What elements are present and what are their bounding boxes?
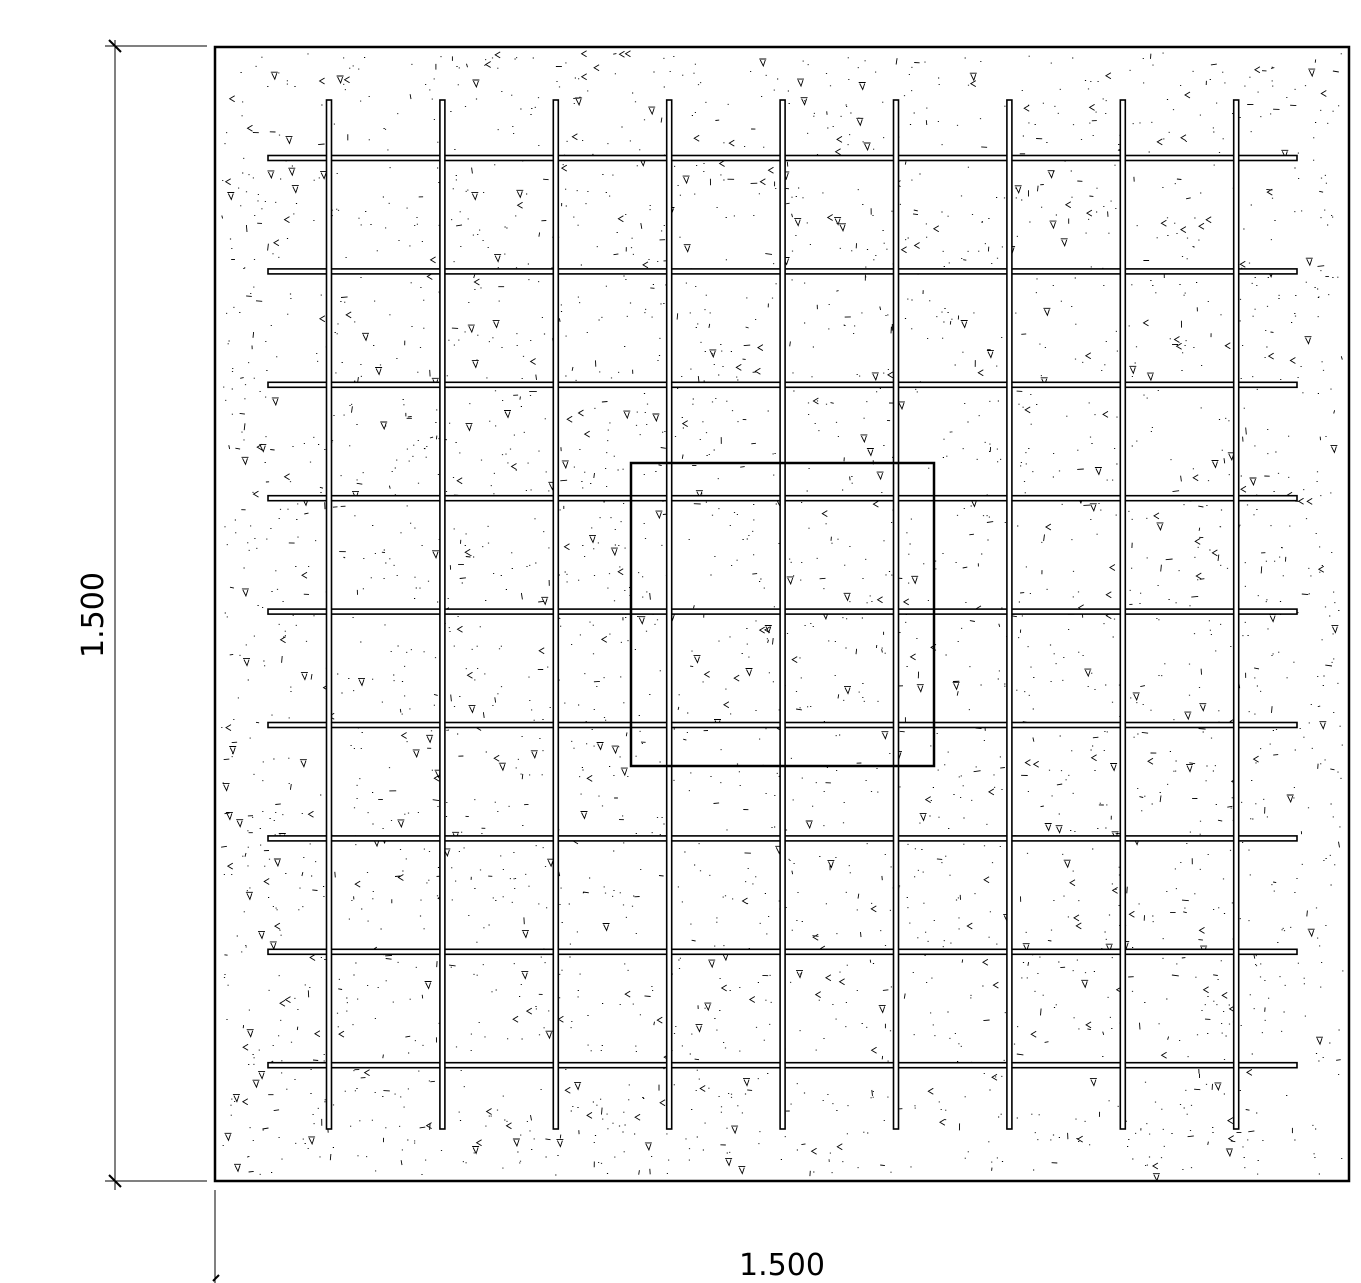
vertical-rebar: [665, 99, 673, 1130]
width-tick-left: [212, 1274, 220, 1282]
vertical-rebar: [439, 99, 446, 1130]
footing-slab-outline: [213, 45, 1351, 1183]
column-outline: [629, 461, 936, 768]
vertical-rebar: [325, 99, 333, 1130]
height-dimension: 1.500: [76, 39, 207, 1190]
vertical-rebar: [1006, 99, 1013, 1130]
width-dimension: 1.500: [212, 1190, 825, 1283]
width-dimension-label: 1.500: [739, 1248, 825, 1283]
height-dimension-label: 1.500: [76, 572, 111, 658]
vertical-rebar: [892, 99, 900, 1130]
height-tick-bottom: [108, 1174, 122, 1188]
vertical-rebar: [552, 99, 560, 1130]
vertical-rebar: [1232, 99, 1240, 1130]
vertical-rebar-group: [325, 99, 1240, 1130]
vertical-rebar: [1119, 99, 1127, 1130]
vertical-rebar: [779, 99, 786, 1130]
height-tick-top: [108, 39, 122, 53]
